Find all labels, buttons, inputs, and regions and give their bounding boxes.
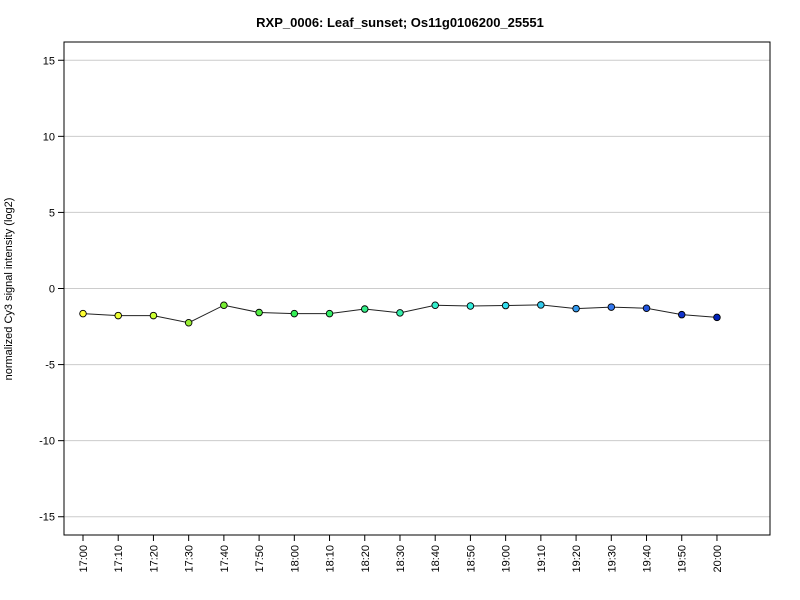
y-tick-label: -5 [45, 360, 55, 372]
x-tick-label: 17:30 [184, 545, 196, 573]
x-tick-label: 17:20 [148, 545, 160, 573]
data-point [149, 311, 158, 320]
data-point [184, 318, 193, 327]
data-point [325, 309, 334, 318]
data-point [79, 309, 87, 318]
chart-title: RXP_0006: Leaf_sunset; Os11g0106200_2555… [256, 15, 544, 30]
data-point [572, 304, 580, 313]
y-tick-label: 15 [43, 55, 55, 67]
data-point [713, 313, 721, 322]
y-tick-label: -10 [39, 436, 55, 448]
x-tick-label: 19:10 [536, 545, 548, 573]
data-point [255, 308, 263, 317]
y-tick-label: 0 [49, 284, 55, 296]
x-tick-label: 19:30 [606, 545, 618, 573]
data-point [501, 301, 510, 310]
data-point [361, 305, 369, 313]
y-tick-label: -15 [39, 512, 55, 524]
data-point [290, 309, 299, 318]
x-tick-label: 18:40 [430, 545, 442, 573]
x-tick-label: 18:50 [465, 545, 477, 573]
x-tick-label: 17:40 [219, 545, 231, 573]
x-tick-label: 20:00 [712, 545, 724, 573]
x-tick-label: 17:10 [113, 545, 125, 573]
x-tick-label: 19:50 [677, 545, 689, 573]
data-point [677, 310, 686, 319]
x-tick-label: 17:00 [78, 545, 90, 573]
x-tick-label: 18:00 [289, 545, 301, 573]
data-point [537, 301, 545, 309]
y-tick-label: 10 [43, 131, 55, 143]
x-tick-label: 19:20 [571, 545, 583, 573]
data-point [396, 309, 404, 317]
y-axis: -15 -10 -5 0 5 10 15 [39, 55, 64, 524]
x-tick-label: 17:50 [254, 545, 266, 573]
data-point [607, 303, 616, 311]
data-point [114, 311, 122, 320]
data-point [642, 304, 651, 313]
y-tick-label: 5 [49, 207, 55, 219]
data-point [220, 301, 228, 309]
x-tick-label: 18:20 [360, 545, 372, 573]
data-point [466, 302, 475, 310]
x-axis: 17:00 17:10 17:20 17:30 17:40 17:50 18:00 18:10… [78, 534, 724, 573]
x-tick-label: 18:30 [395, 545, 407, 573]
x-tick-label: 18:10 [325, 545, 337, 573]
x-tick-label: 19:40 [642, 545, 654, 573]
series [79, 301, 721, 327]
x-tick-label: 19:00 [501, 545, 513, 573]
gridlines [64, 59, 770, 518]
y-axis-label: normalized Cy3 signal intensity (log2) [3, 198, 15, 381]
data-point [431, 301, 439, 309]
